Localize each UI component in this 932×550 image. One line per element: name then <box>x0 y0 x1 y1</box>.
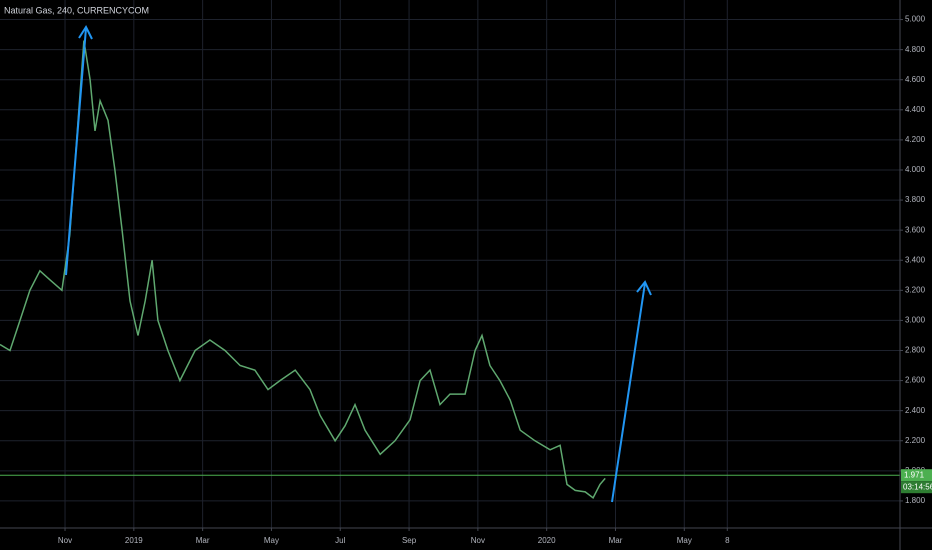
y-tick-label: 5.000 <box>905 15 926 24</box>
y-tick-label: 2.200 <box>905 436 926 445</box>
y-tick-label: 3.000 <box>905 316 926 325</box>
y-tick-label: 2.400 <box>905 406 926 415</box>
y-tick-label: 3.800 <box>905 195 926 204</box>
last-price-label: 1.971 <box>904 470 925 479</box>
x-tick-label: Sep <box>402 536 417 545</box>
y-tick-label: 2.600 <box>905 376 926 385</box>
x-tick-label: May <box>264 536 279 545</box>
x-tick-label: Nov <box>58 536 72 545</box>
y-tick-label: 2.800 <box>905 346 926 355</box>
y-tick-label: 3.400 <box>905 255 926 264</box>
y-tick-label: 3.600 <box>905 225 926 234</box>
y-tick-label: 4.400 <box>905 105 926 114</box>
x-tick-label: May <box>677 536 692 545</box>
plot <box>0 40 900 500</box>
arrow-up-2 <box>611 280 652 503</box>
arrow-up-1 <box>65 24 93 276</box>
y-tick-label: 4.000 <box>905 165 926 174</box>
last-price-box <box>901 469 932 482</box>
y-tick-label: 1.800 <box>905 496 926 505</box>
y-tick-label: 4.800 <box>905 45 926 54</box>
y-tick-label: 4.600 <box>905 75 926 84</box>
countdown-box <box>901 481 932 494</box>
x-tick-label: 8 <box>725 536 730 545</box>
y-tick-label: 4.200 <box>905 135 926 144</box>
chart-title: Natural Gas, 240, CURRENCYCOM <box>4 5 149 15</box>
x-tick-label: Nov <box>471 536 485 545</box>
x-tick-label: 2019 <box>125 536 143 545</box>
x-tick-label: Jul <box>335 536 345 545</box>
price-line <box>0 40 606 500</box>
x-tick-label: 2020 <box>538 536 556 545</box>
countdown-label: 03:14:56 <box>903 482 932 491</box>
y-tick-label: 3.200 <box>905 285 926 294</box>
x-tick-label: Mar <box>196 536 210 545</box>
x-tick-label: Mar <box>609 536 623 545</box>
